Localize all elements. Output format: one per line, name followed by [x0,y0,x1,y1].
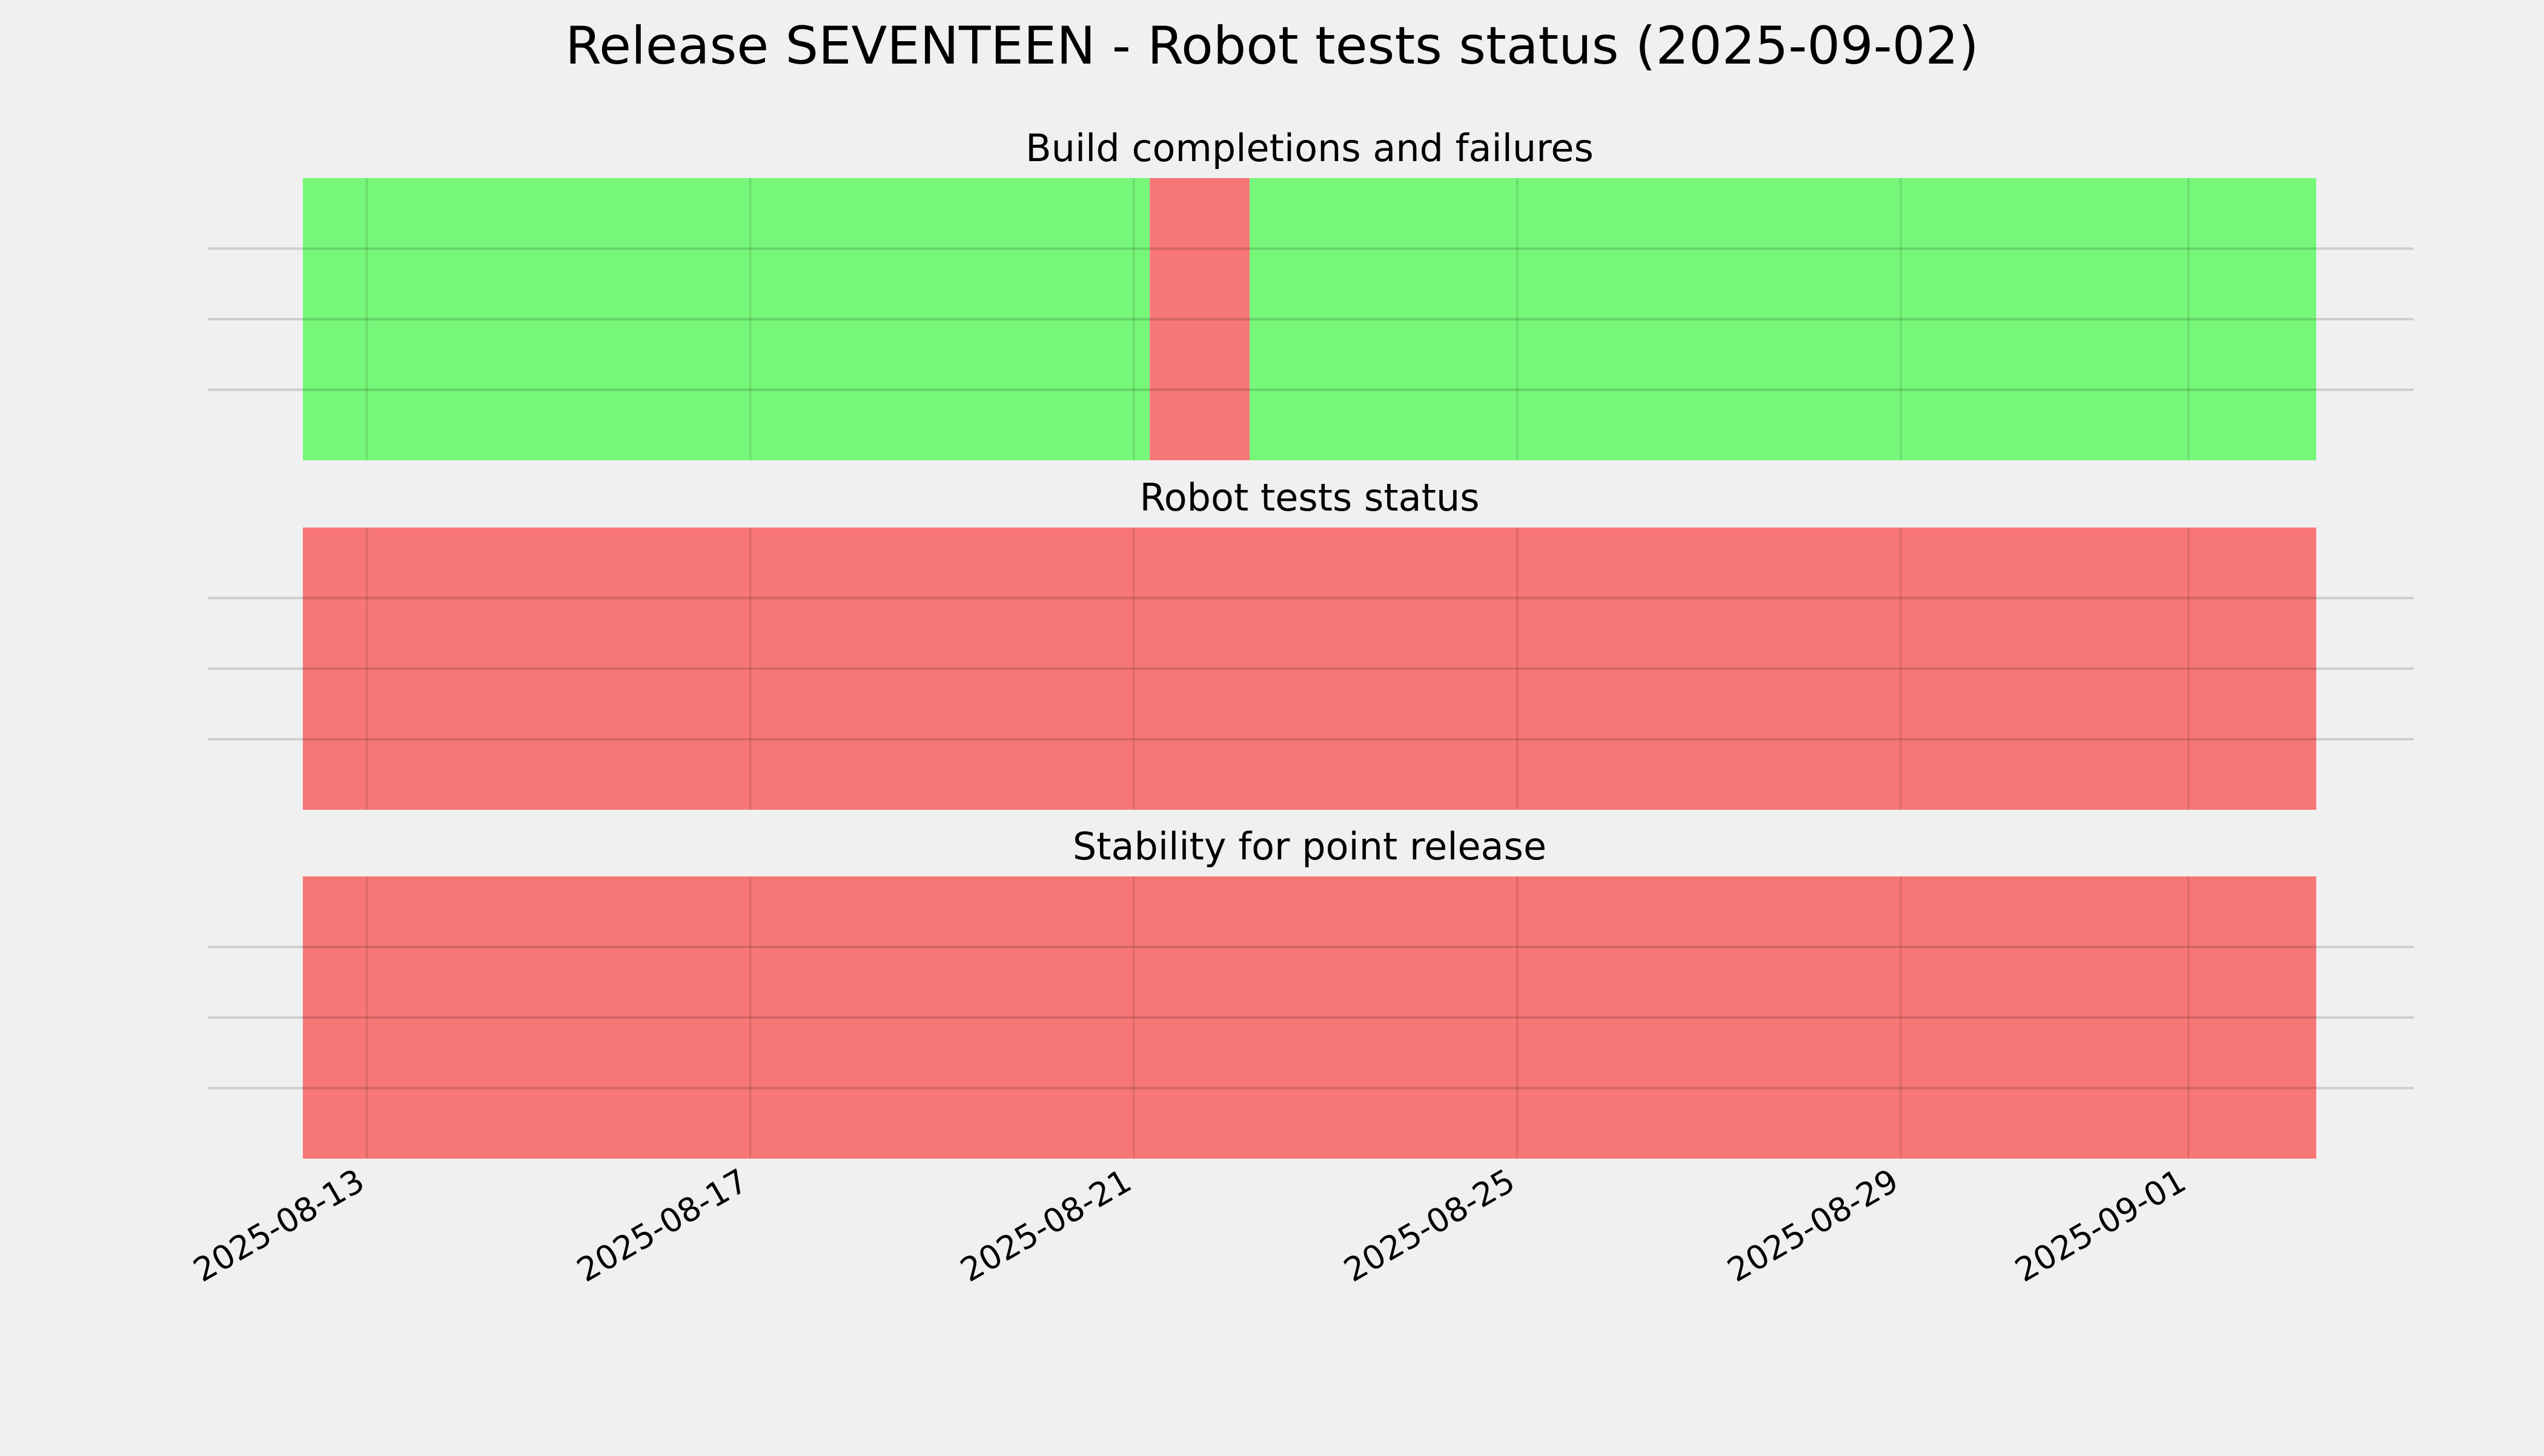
panel-title: Robot tests status [1139,475,1479,520]
x-tick-label: 2025-09-01 [2009,1162,2192,1289]
status-segment-fail [1150,178,1250,460]
x-tick-label: 2025-08-13 [187,1162,371,1289]
status-segment-pass [1250,178,2316,460]
panel-title: Stability for point release [1073,824,1546,869]
x-tick-label: 2025-08-21 [954,1162,1138,1289]
status-segment-pass [303,178,1150,460]
x-axis-ticks: 2025-08-13 2025-08-17 2025-08-21 2025-08-25… [187,1162,2193,1289]
x-tick-label: 2025-08-25 [1337,1162,1521,1289]
panel-title: Build completions and failures [1025,126,1594,170]
panels: Build completions and failures Robot test… [208,126,2414,1159]
x-tick-label: 2025-08-29 [1721,1162,1904,1289]
timeline-panel: Stability for point release [208,824,2414,1159]
timeline-panel: Build completions and failures [208,126,2414,460]
timeline-panel: Robot tests status [208,475,2414,810]
x-tick-label: 2025-08-17 [571,1162,754,1289]
status-segment-fail [303,876,2316,1159]
figure-title: Release SEVENTEEN - Robot tests status (… [565,16,1979,76]
status-segment-fail [303,528,2316,810]
